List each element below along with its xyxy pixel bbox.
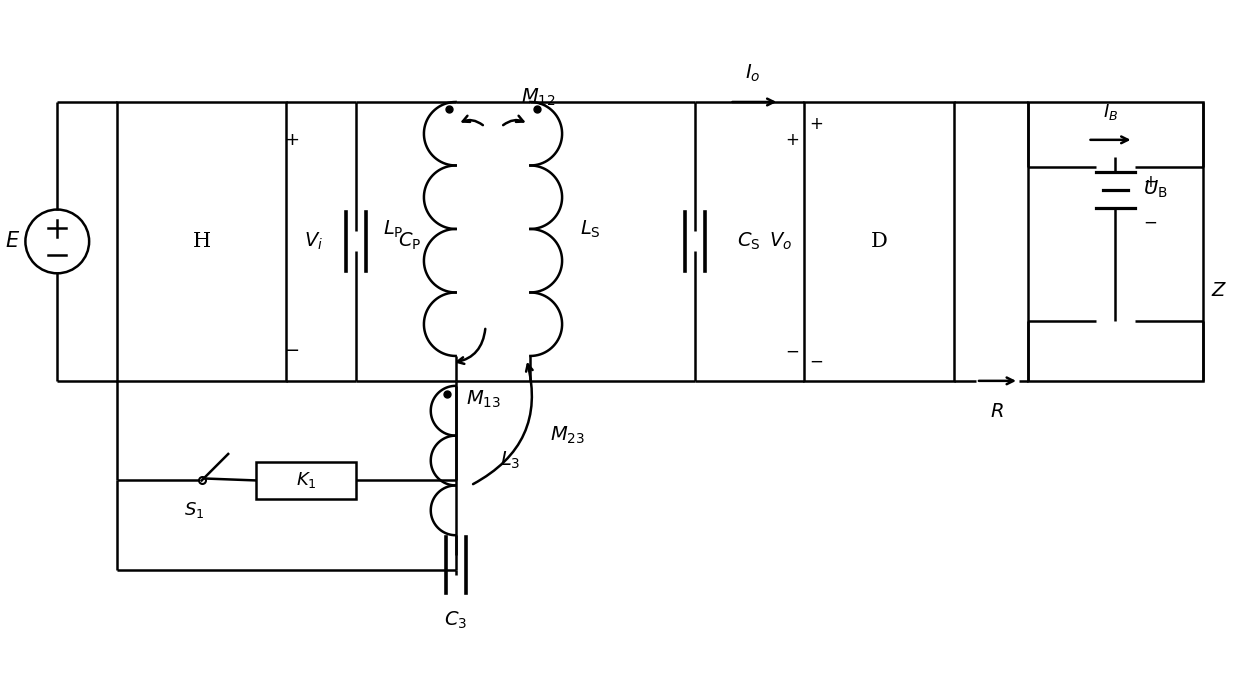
Text: $K_1$: $K_1$	[296, 471, 317, 491]
Text: $-$: $-$	[284, 340, 299, 358]
Text: $+$: $+$	[809, 115, 823, 133]
Text: $+$: $+$	[786, 131, 799, 149]
Text: $I_B$: $I_B$	[1103, 102, 1118, 122]
Text: $L_3$: $L_3$	[501, 450, 520, 471]
Text: $+$: $+$	[1144, 173, 1157, 191]
Bar	[1028, 102, 1203, 381]
Text: $Z$: $Z$	[1211, 282, 1227, 300]
Text: $R$: $R$	[990, 403, 1004, 421]
Text: $-$: $-$	[786, 342, 799, 360]
Text: $L_\mathrm{S}$: $L_\mathrm{S}$	[580, 218, 601, 240]
Text: $-$: $-$	[1144, 213, 1157, 231]
Text: $M_{13}$: $M_{13}$	[466, 389, 501, 410]
Text: $C_3$: $C_3$	[444, 610, 467, 632]
Bar	[256, 462, 356, 500]
Text: $S_1$: $S_1$	[183, 500, 204, 520]
Text: $U_\mathrm{B}$: $U_\mathrm{B}$	[1144, 179, 1168, 200]
Text: $C_\mathrm{P}$: $C_\mathrm{P}$	[398, 231, 421, 252]
Text: $-$: $-$	[809, 352, 823, 370]
Text: $L_\mathrm{P}$: $L_\mathrm{P}$	[383, 218, 404, 240]
Bar	[804, 102, 954, 381]
Bar	[116, 102, 286, 381]
Text: $C_\mathrm{S}$: $C_\mathrm{S}$	[736, 231, 760, 252]
Text: $M_{12}$: $M_{12}$	[520, 86, 555, 108]
Text: $I_o$: $I_o$	[745, 63, 761, 84]
Text: $+$: $+$	[284, 131, 299, 149]
Text: H: H	[192, 232, 211, 251]
Text: $E$: $E$	[5, 231, 20, 252]
Text: $V_i$: $V_i$	[305, 231, 323, 252]
Text: $V_o$: $V_o$	[769, 231, 792, 252]
Text: $M_{23}$: $M_{23}$	[550, 425, 585, 446]
Text: D: D	[871, 232, 887, 251]
